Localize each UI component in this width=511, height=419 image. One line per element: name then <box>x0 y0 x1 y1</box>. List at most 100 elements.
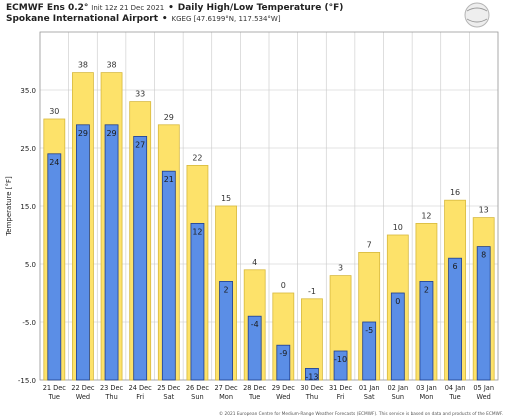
x-tick-weekday: Sun <box>191 393 204 401</box>
x-tick-date: 05 Jan <box>473 384 494 392</box>
y-tick-label: -5.0 <box>22 319 36 327</box>
location-name: Spokane International Airport <box>6 14 159 24</box>
low-temp-bar <box>104 124 119 381</box>
y-tick-label: -15.0 <box>18 377 36 385</box>
high-temp-label: 4 <box>252 258 257 267</box>
low-temp-bar <box>305 367 319 381</box>
high-temp-label: 22 <box>192 153 202 162</box>
chart-header: ECMWF Ens 0.2° Init 12z 21 Dec 2021 • Da… <box>6 3 446 25</box>
y-axis-label: Temperature [°F] <box>5 176 13 237</box>
x-tick-date: 02 Jan <box>387 384 408 392</box>
high-temp-label: 0 <box>281 281 286 290</box>
y-tick-label: 25.0 <box>20 145 36 153</box>
y-tick-label: 5.0 <box>25 261 36 269</box>
low-temp-label: 8 <box>481 251 486 260</box>
x-tick-weekday: Tue <box>48 393 60 401</box>
x-tick-weekday: Wed <box>276 393 290 401</box>
header-line-1: ECMWF Ens 0.2° Init 12z 21 Dec 2021 • Da… <box>6 3 344 13</box>
high-temp-bar <box>301 298 323 381</box>
high-temp-label: 10 <box>393 223 403 232</box>
low-temp-bar <box>276 344 291 381</box>
low-temp-label: -9 <box>279 349 287 358</box>
x-tick-weekday: Sat <box>163 393 174 401</box>
high-temp-label: 13 <box>479 206 489 215</box>
x-tick-date: 30 Dec <box>300 384 324 392</box>
high-temp-label: 3 <box>338 264 343 273</box>
low-temp-bar <box>190 222 205 381</box>
low-temp-label: 2 <box>424 285 429 294</box>
y-tick-label: 15.0 <box>20 203 36 211</box>
x-tick-date: 26 Dec <box>186 384 210 392</box>
high-temp-label: 38 <box>78 61 88 70</box>
low-temp-bar <box>219 280 233 381</box>
x-tick-weekday: Fri <box>136 393 144 401</box>
x-tick-date: 29 Dec <box>272 384 296 392</box>
low-temp-label: 6 <box>453 262 458 271</box>
x-tick-weekday: Fri <box>337 393 345 401</box>
low-temp-label: 2 <box>224 285 229 294</box>
high-temp-label: 30 <box>49 107 59 116</box>
init-time: Init 12z 21 Dec 2021 <box>91 4 165 12</box>
x-tick-date: 31 Dec <box>329 384 353 392</box>
low-temp-bar <box>448 257 462 381</box>
x-tick-date: 27 Dec <box>214 384 238 392</box>
low-temp-bar <box>390 292 405 381</box>
x-tick-weekday: Sun <box>392 393 405 401</box>
low-temp-bar <box>333 350 348 381</box>
low-temp-label: -13 <box>305 372 318 381</box>
low-temp-bar <box>47 153 62 381</box>
header-line-2: Spokane International Airport • KGEG [47… <box>6 14 281 24</box>
x-tick-weekday: Wed <box>476 393 490 401</box>
low-temp-label: 0 <box>395 297 400 306</box>
high-temp-label: 38 <box>106 61 116 70</box>
high-temp-label: 33 <box>135 90 145 99</box>
low-temp-bar <box>161 170 176 381</box>
x-tick-date: 22 Dec <box>71 384 95 392</box>
x-tick-weekday: Wed <box>76 393 90 401</box>
low-temp-label: 21 <box>164 175 174 184</box>
copyright-footer: © 2021 European Centre for Medium-Range … <box>218 412 503 417</box>
high-temp-label: 12 <box>421 211 431 220</box>
x-tick-date: 03 Jan <box>416 384 437 392</box>
high-temp-label: 16 <box>450 188 460 197</box>
low-temp-bar <box>133 135 148 381</box>
x-tick-weekday: Mon <box>219 393 233 401</box>
x-tick-weekday: Mon <box>419 393 433 401</box>
low-temp-label: -5 <box>365 326 373 335</box>
plot-border <box>39 31 499 381</box>
low-temp-bar <box>247 315 262 381</box>
x-tick-weekday: Tue <box>448 393 460 401</box>
x-tick-date: 28 Dec <box>243 384 267 392</box>
x-tick-date: 24 Dec <box>129 384 153 392</box>
weatherbell-logo-icon <box>451 2 503 30</box>
high-temp-label: 15 <box>221 194 231 203</box>
x-tick-date: 25 Dec <box>157 384 181 392</box>
low-temp-bar <box>476 246 491 381</box>
x-tick-date: 04 Jan <box>445 384 466 392</box>
model-name: ECMWF Ens 0.2° <box>6 3 89 13</box>
x-tick-weekday: Sat <box>364 393 375 401</box>
x-tick-date: 21 Dec <box>43 384 67 392</box>
low-temp-label: 12 <box>192 227 202 236</box>
low-temp-bar <box>362 321 377 381</box>
high-temp-label: 7 <box>367 240 372 249</box>
low-temp-label: 27 <box>135 140 145 149</box>
low-temp-bar <box>419 280 434 381</box>
low-temp-bar <box>76 124 90 381</box>
x-tick-weekday: Tue <box>248 393 260 401</box>
y-tick-label: 35.0 <box>20 87 36 95</box>
low-temp-label: -10 <box>334 355 347 364</box>
chart-title: Daily High/Low Temperature (°F) <box>177 3 344 13</box>
x-tick-weekday: Thu <box>104 393 117 401</box>
low-temp-label: 29 <box>78 129 88 138</box>
x-tick-date: 01 Jan <box>359 384 380 392</box>
high-temp-label: 29 <box>164 113 174 122</box>
x-tick-date: 23 Dec <box>100 384 124 392</box>
high-temp-label: -1 <box>308 287 316 296</box>
low-temp-label: -4 <box>251 320 259 329</box>
low-temp-label: 29 <box>106 129 116 138</box>
x-tick-weekday: Thu <box>305 393 318 401</box>
station-info: KGEG [47.6199°N, 117.534°W] <box>171 15 281 23</box>
low-temp-label: 24 <box>49 158 59 167</box>
